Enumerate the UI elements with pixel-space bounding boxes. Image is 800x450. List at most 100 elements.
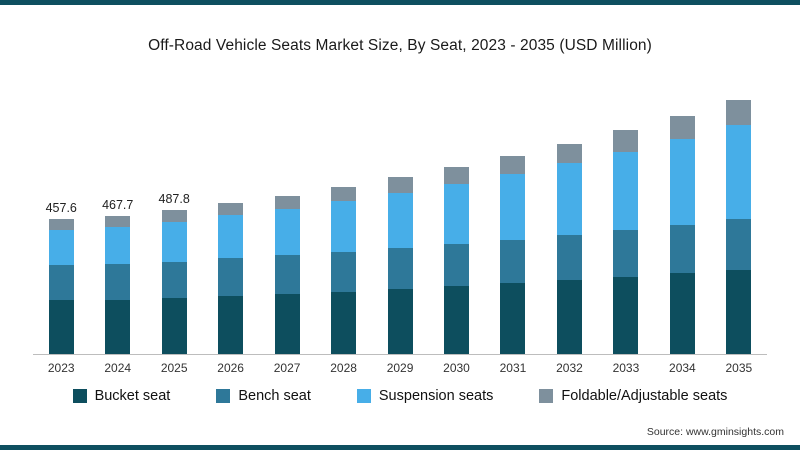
bar-segment-suspension-seats (218, 215, 244, 259)
bar-segment-suspension-seats (444, 183, 470, 245)
stacked-bar-2028 (331, 187, 357, 354)
bar-segment-foldable-adjustable-seats (331, 187, 357, 202)
bar-segment-bench-seat (444, 244, 470, 287)
bar-segment-suspension-seats (669, 138, 695, 226)
bottom-border-bar (0, 445, 800, 450)
bar-column-2029 (372, 90, 428, 354)
legend-label-foldable-adjustable-seats: Foldable/Adjustable seats (561, 388, 728, 404)
bar-column-2034 (654, 90, 710, 354)
bar-segment-bench-seat (105, 263, 131, 300)
bar-segment-bench-seat (500, 239, 526, 284)
x-axis-label-2024: 2024 (104, 361, 132, 375)
plot-area: 457.6 467.7 487.8 (33, 90, 767, 355)
bar-column-2023: 457.6 (33, 90, 89, 354)
bar-segment-suspension-seats (274, 208, 300, 256)
stacked-bar-2034 (669, 115, 695, 354)
bar-segment-foldable-adjustable-seats (161, 210, 187, 223)
stacked-bar-2032 (556, 143, 582, 354)
stacked-bar-2030 (444, 167, 470, 354)
value-label-2023: 457.6 (45, 201, 77, 216)
top-border-bar (0, 0, 800, 5)
bar-segment-bench-seat (669, 225, 695, 274)
bar-segment-suspension-seats (331, 201, 357, 252)
bar-column-2030 (428, 90, 484, 354)
bar-segment-foldable-adjustable-seats (387, 177, 413, 193)
bar-segment-foldable-adjustable-seats (48, 219, 74, 231)
legend-label-bucket-seat: Bucket seat (94, 388, 171, 404)
stacked-bar-2025 (161, 210, 187, 354)
legend-swatch-foldable-adjustable-seats (539, 389, 554, 403)
x-axis-label-2035: 2035 (725, 361, 753, 375)
legend-item-bench-seat: Bench seat (216, 388, 311, 404)
stacked-bar-2026 (218, 202, 244, 354)
bar-column-2028 (315, 90, 371, 354)
value-label-2024: 467.7 (102, 198, 134, 213)
bar-segment-foldable-adjustable-seats (444, 167, 470, 184)
bar-segment-suspension-seats (556, 162, 582, 236)
bar-segment-bucket-seat (613, 276, 639, 354)
bar-segment-bucket-seat (444, 286, 470, 354)
bar-column-2032 (541, 90, 597, 354)
bar-segment-bench-seat (274, 255, 300, 294)
value-label-2025: 487.8 (158, 192, 190, 207)
bar-segment-bucket-seat (218, 296, 244, 354)
bar-column-2024: 467.7 (89, 90, 145, 354)
bar-segment-bucket-seat (669, 273, 695, 354)
legend-item-foldable-adjustable-seats: Foldable/Adjustable seats (539, 388, 727, 404)
legend-label-bench-seat: Bench seat (238, 388, 311, 404)
chart-title: Off-Road Vehicle Seats Market Size, By S… (148, 37, 652, 54)
bar-segment-bench-seat (613, 230, 639, 277)
bar-segment-suspension-seats (48, 230, 74, 266)
bar-segment-bench-seat (48, 265, 74, 301)
x-axis-label-2034: 2034 (669, 361, 696, 375)
legend-label-suspension-seats: Suspension seats (378, 388, 494, 404)
stacked-bar-2031 (500, 155, 526, 354)
bar-column-2035 (711, 90, 767, 354)
bar-segment-suspension-seats (613, 151, 639, 231)
bar-segment-bucket-seat (331, 291, 357, 354)
bar-segment-foldable-adjustable-seats (726, 100, 752, 126)
legend: Bucket seat Bench seat Suspension seats Fol… (0, 388, 800, 404)
x-axis-label-2023: 2023 (47, 361, 75, 375)
bar-segment-bench-seat (726, 219, 752, 270)
bar-segment-foldable-adjustable-seats (500, 155, 526, 174)
x-axis-label-2030: 2030 (443, 361, 470, 375)
bar-segment-bench-seat (331, 251, 357, 292)
bar-segment-bench-seat (556, 235, 582, 281)
bar-segment-bucket-seat (105, 299, 131, 354)
x-axis-label-2026: 2026 (217, 361, 244, 375)
x-axis-label-2029: 2029 (386, 361, 414, 375)
x-axis-label-2028: 2028 (330, 361, 357, 375)
bar-segment-suspension-seats (387, 192, 413, 249)
legend-swatch-bucket-seat (72, 389, 87, 403)
bar-column-2025: 487.8 (146, 90, 202, 354)
bar-segment-bucket-seat (48, 300, 74, 354)
bar-column-2031 (485, 90, 541, 354)
bar-column-2027 (259, 90, 315, 354)
stacked-bar-2024 (105, 216, 131, 354)
bar-column-2026 (202, 90, 258, 354)
legend-item-suspension-seats: Suspension seats (356, 388, 494, 404)
bar-segment-bucket-seat (556, 280, 582, 354)
bar-segment-foldable-adjustable-seats (556, 143, 582, 163)
bar-segment-bucket-seat (161, 298, 187, 354)
bar-segment-suspension-seats (161, 222, 187, 262)
x-axis-labels: 2023 2024 2025 2026 2027 2028 2029 2030 2031 2032… (33, 361, 767, 375)
bar-segment-suspension-seats (500, 173, 526, 240)
bar-segment-bucket-seat (274, 293, 300, 354)
bar-segment-foldable-adjustable-seats (613, 130, 639, 152)
stacked-bar-2029 (387, 177, 413, 354)
x-axis-label-2033: 2033 (612, 361, 640, 375)
legend-swatch-bench-seat (216, 389, 231, 403)
stacked-bar-2033 (613, 130, 639, 354)
x-axis-label-2031: 2031 (499, 361, 527, 375)
legend-item-bucket-seat: Bucket seat (72, 388, 171, 404)
x-axis-label-2032: 2032 (556, 361, 583, 375)
bar-segment-foldable-adjustable-seats (669, 115, 695, 139)
stacked-bar-2027 (274, 195, 300, 354)
bar-column-2033 (598, 90, 654, 354)
x-axis-label-2025: 2025 (160, 361, 188, 375)
bar-segment-foldable-adjustable-seats (274, 195, 300, 209)
legend-swatch-suspension-seats (356, 389, 371, 403)
